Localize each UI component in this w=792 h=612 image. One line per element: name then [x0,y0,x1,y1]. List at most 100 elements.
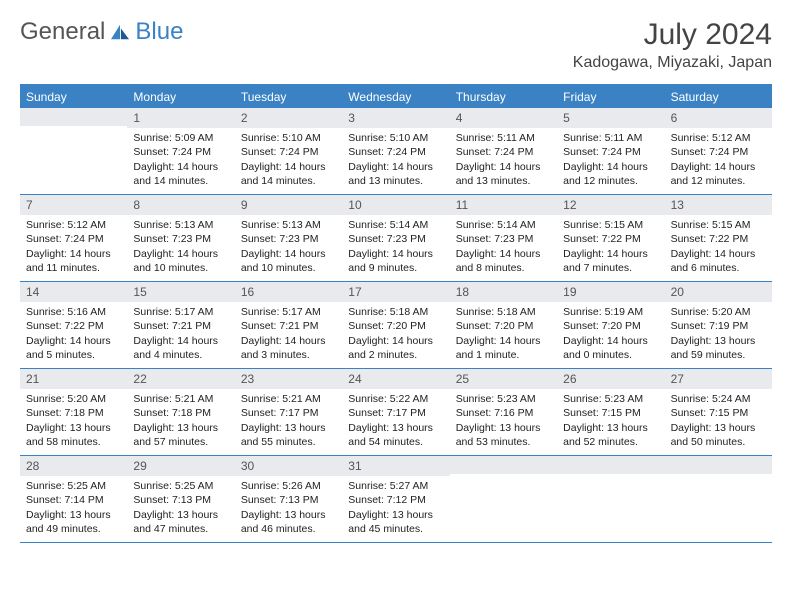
daylight-line: Daylight: 14 hours and 9 minutes. [348,247,443,275]
day-cell: 14Sunrise: 5:16 AMSunset: 7:22 PMDayligh… [20,282,127,368]
sunset-line: Sunset: 7:13 PM [133,493,228,507]
day-number: 17 [342,282,449,302]
day-cell-empty [665,456,772,542]
sunrise-line: Sunrise: 5:16 AM [26,305,121,319]
day-cell: 12Sunrise: 5:15 AMSunset: 7:22 PMDayligh… [557,195,664,281]
day-cell: 19Sunrise: 5:19 AMSunset: 7:20 PMDayligh… [557,282,664,368]
sunset-line: Sunset: 7:24 PM [348,145,443,159]
sunrise-line: Sunrise: 5:13 AM [133,218,228,232]
day-body: Sunrise: 5:17 AMSunset: 7:21 PMDaylight:… [127,302,234,368]
day-cell: 31Sunrise: 5:27 AMSunset: 7:12 PMDayligh… [342,456,449,542]
daylight-line: Daylight: 14 hours and 3 minutes. [241,334,336,362]
day-number [557,456,664,474]
day-cell: 5Sunrise: 5:11 AMSunset: 7:24 PMDaylight… [557,108,664,194]
sunset-line: Sunset: 7:24 PM [241,145,336,159]
day-cell: 18Sunrise: 5:18 AMSunset: 7:20 PMDayligh… [450,282,557,368]
day-body: Sunrise: 5:11 AMSunset: 7:24 PMDaylight:… [557,128,664,194]
day-number: 20 [665,282,772,302]
day-cell-empty [450,456,557,542]
day-body: Sunrise: 5:12 AMSunset: 7:24 PMDaylight:… [665,128,772,194]
week-row: 1Sunrise: 5:09 AMSunset: 7:24 PMDaylight… [20,108,772,195]
day-cell: 30Sunrise: 5:26 AMSunset: 7:13 PMDayligh… [235,456,342,542]
daylight-line: Daylight: 13 hours and 58 minutes. [26,421,121,449]
sunrise-line: Sunrise: 5:25 AM [26,479,121,493]
sunrise-line: Sunrise: 5:24 AM [671,392,766,406]
logo: General Blue [20,18,183,46]
day-number: 31 [342,456,449,476]
day-number: 7 [20,195,127,215]
month-title: July 2024 [573,18,772,52]
day-number: 30 [235,456,342,476]
daylight-line: Daylight: 14 hours and 8 minutes. [456,247,551,275]
sunset-line: Sunset: 7:22 PM [671,232,766,246]
week-row: 14Sunrise: 5:16 AMSunset: 7:22 PMDayligh… [20,282,772,369]
sunrise-line: Sunrise: 5:25 AM [133,479,228,493]
title-block: July 2024 Kadogawa, Miyazaki, Japan [573,18,772,72]
daylight-line: Daylight: 13 hours and 55 minutes. [241,421,336,449]
sunrise-line: Sunrise: 5:18 AM [456,305,551,319]
sunset-line: Sunset: 7:22 PM [563,232,658,246]
sunrise-line: Sunrise: 5:19 AM [563,305,658,319]
week-row: 28Sunrise: 5:25 AMSunset: 7:14 PMDayligh… [20,456,772,543]
daylight-line: Daylight: 13 hours and 59 minutes. [671,334,766,362]
sunrise-line: Sunrise: 5:09 AM [133,131,228,145]
day-cell: 13Sunrise: 5:15 AMSunset: 7:22 PMDayligh… [665,195,772,281]
daylight-line: Daylight: 13 hours and 49 minutes. [26,508,121,536]
day-cell: 25Sunrise: 5:23 AMSunset: 7:16 PMDayligh… [450,369,557,455]
sunset-line: Sunset: 7:14 PM [26,493,121,507]
day-number: 29 [127,456,234,476]
daylight-line: Daylight: 14 hours and 14 minutes. [133,160,228,188]
day-cell: 6Sunrise: 5:12 AMSunset: 7:24 PMDaylight… [665,108,772,194]
sunset-line: Sunset: 7:20 PM [348,319,443,333]
daylight-line: Daylight: 14 hours and 12 minutes. [563,160,658,188]
day-body: Sunrise: 5:18 AMSunset: 7:20 PMDaylight:… [450,302,557,368]
day-number: 25 [450,369,557,389]
daylight-line: Daylight: 13 hours and 52 minutes. [563,421,658,449]
sunrise-line: Sunrise: 5:21 AM [241,392,336,406]
weekday-header-row: SundayMondayTuesdayWednesdayThursdayFrid… [20,86,772,108]
sunset-line: Sunset: 7:24 PM [563,145,658,159]
day-cell: 15Sunrise: 5:17 AMSunset: 7:21 PMDayligh… [127,282,234,368]
day-number: 1 [127,108,234,128]
day-body: Sunrise: 5:21 AMSunset: 7:17 PMDaylight:… [235,389,342,455]
sunset-line: Sunset: 7:17 PM [348,406,443,420]
sunrise-line: Sunrise: 5:15 AM [671,218,766,232]
daylight-line: Daylight: 13 hours and 50 minutes. [671,421,766,449]
day-cell: 9Sunrise: 5:13 AMSunset: 7:23 PMDaylight… [235,195,342,281]
sunset-line: Sunset: 7:23 PM [348,232,443,246]
daylight-line: Daylight: 14 hours and 13 minutes. [348,160,443,188]
sunrise-line: Sunrise: 5:27 AM [348,479,443,493]
day-cell: 10Sunrise: 5:14 AMSunset: 7:23 PMDayligh… [342,195,449,281]
day-number: 9 [235,195,342,215]
daylight-line: Daylight: 14 hours and 11 minutes. [26,247,121,275]
weeks-grid: 1Sunrise: 5:09 AMSunset: 7:24 PMDaylight… [20,108,772,543]
day-number: 21 [20,369,127,389]
daylight-line: Daylight: 13 hours and 54 minutes. [348,421,443,449]
day-body: Sunrise: 5:14 AMSunset: 7:23 PMDaylight:… [450,215,557,281]
location: Kadogawa, Miyazaki, Japan [573,54,772,72]
sunset-line: Sunset: 7:15 PM [671,406,766,420]
day-cell: 23Sunrise: 5:21 AMSunset: 7:17 PMDayligh… [235,369,342,455]
day-number: 4 [450,108,557,128]
day-body: Sunrise: 5:17 AMSunset: 7:21 PMDaylight:… [235,302,342,368]
day-number: 22 [127,369,234,389]
weekday-header: Saturday [665,86,772,108]
day-cell: 17Sunrise: 5:18 AMSunset: 7:20 PMDayligh… [342,282,449,368]
day-number: 18 [450,282,557,302]
day-cell: 4Sunrise: 5:11 AMSunset: 7:24 PMDaylight… [450,108,557,194]
daylight-line: Daylight: 14 hours and 0 minutes. [563,334,658,362]
day-body: Sunrise: 5:27 AMSunset: 7:12 PMDaylight:… [342,476,449,542]
day-body: Sunrise: 5:19 AMSunset: 7:20 PMDaylight:… [557,302,664,368]
daylight-line: Daylight: 14 hours and 6 minutes. [671,247,766,275]
day-body: Sunrise: 5:25 AMSunset: 7:14 PMDaylight:… [20,476,127,542]
day-body: Sunrise: 5:23 AMSunset: 7:15 PMDaylight:… [557,389,664,455]
day-cell: 7Sunrise: 5:12 AMSunset: 7:24 PMDaylight… [20,195,127,281]
weekday-header: Monday [127,86,234,108]
day-number: 3 [342,108,449,128]
day-body [665,474,772,483]
day-number: 11 [450,195,557,215]
daylight-line: Daylight: 14 hours and 10 minutes. [133,247,228,275]
sunrise-line: Sunrise: 5:12 AM [671,131,766,145]
sunset-line: Sunset: 7:21 PM [241,319,336,333]
day-cell: 26Sunrise: 5:23 AMSunset: 7:15 PMDayligh… [557,369,664,455]
